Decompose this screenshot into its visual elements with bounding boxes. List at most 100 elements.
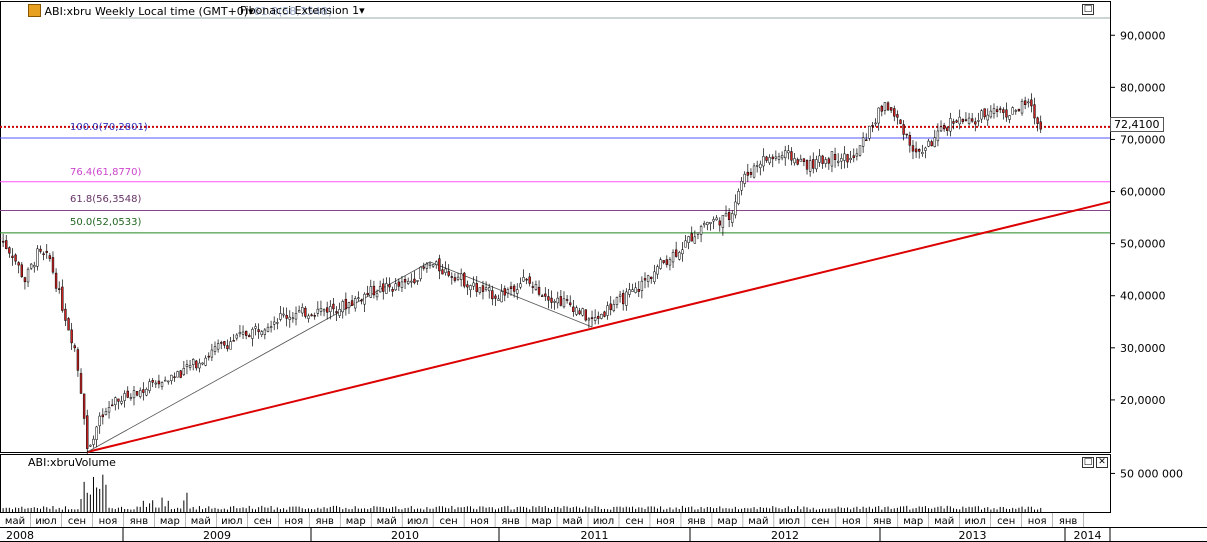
candle [674, 249, 678, 257]
candle [509, 286, 513, 289]
x-year-label: 2013 [959, 529, 987, 542]
candle [989, 110, 993, 118]
candle [304, 307, 307, 317]
candle [157, 380, 161, 385]
candle [681, 249, 684, 255]
candle [893, 108, 896, 117]
candle [958, 116, 961, 125]
candle [120, 400, 123, 404]
candle [734, 201, 737, 216]
candle [955, 120, 958, 123]
candle [606, 305, 609, 316]
candle [148, 381, 151, 391]
candle [463, 272, 466, 287]
candle [911, 145, 915, 152]
candle [918, 148, 921, 152]
candle [279, 313, 282, 320]
candle [11, 255, 14, 259]
candle [936, 130, 940, 142]
candle [114, 397, 117, 406]
candle [519, 283, 522, 288]
x-month-label: янв [873, 516, 892, 527]
candle [325, 307, 329, 313]
candle [986, 114, 989, 121]
candle [939, 126, 943, 132]
candle [1036, 117, 1039, 124]
candle [151, 380, 154, 383]
candle [488, 287, 491, 292]
candle [793, 158, 796, 164]
candle [366, 292, 369, 295]
candle [251, 328, 254, 339]
candle [154, 382, 157, 385]
fib-label-100: 100.0(70,2801) [70, 122, 148, 133]
candle [139, 390, 142, 397]
maximize-button[interactable]: □ [1082, 4, 1094, 15]
volume-close-button[interactable]: ✕ [1096, 457, 1108, 468]
candle [927, 140, 930, 147]
candle [886, 102, 890, 111]
candle [104, 411, 108, 416]
volume-label[interactable]: ABI:xbruVolume [28, 456, 116, 469]
x-month-label: ноя [470, 516, 489, 527]
candle [254, 326, 257, 329]
candle [26, 268, 30, 283]
candle [176, 371, 179, 378]
volume-maximize-button[interactable]: □ [1082, 457, 1094, 468]
candle [656, 266, 659, 275]
candle [768, 157, 771, 164]
fib-anchor-lines [87, 261, 593, 453]
candle [646, 275, 650, 282]
candle [29, 263, 33, 269]
candle [709, 221, 712, 225]
candle [344, 298, 348, 310]
candle [765, 156, 768, 161]
last-price-tag: 72,4100 [1110, 117, 1164, 132]
candle [338, 309, 341, 316]
candle [195, 360, 198, 369]
candle [173, 376, 176, 379]
candle [288, 316, 291, 320]
candle [453, 277, 457, 281]
fib-label-764: 76.4(61,8770) [70, 167, 142, 178]
candle [581, 308, 584, 316]
candle [868, 125, 871, 139]
candle [678, 252, 681, 260]
candle [805, 160, 809, 170]
candle [223, 341, 226, 346]
chart-logo-icon[interactable] [28, 4, 41, 17]
candle [584, 309, 587, 321]
candle [86, 415, 89, 449]
candle [475, 283, 478, 292]
candle [347, 302, 351, 309]
candle [494, 295, 497, 299]
candle [718, 220, 721, 226]
candle [553, 301, 556, 303]
symbol-label[interactable]: ABI:xbru Weekly Local time (GMT+0) [44, 5, 249, 18]
candle [1011, 107, 1014, 115]
y-tick-label: 80,0000 [1120, 81, 1166, 94]
candle [883, 102, 887, 111]
candle [593, 317, 597, 321]
candle [1017, 108, 1021, 112]
candle [933, 137, 936, 147]
candle [827, 158, 831, 164]
candle [192, 359, 195, 365]
candle [837, 160, 840, 163]
candle [949, 118, 952, 132]
candle [397, 281, 401, 287]
candle [622, 292, 625, 305]
candle [796, 159, 799, 165]
candle [294, 312, 298, 320]
candle [687, 236, 690, 243]
study-header[interactable]: Fibonacci Extension 1▾ [240, 4, 365, 17]
candle [840, 158, 843, 162]
candle [715, 217, 718, 221]
candle [167, 380, 170, 383]
candle [556, 297, 559, 304]
candle [902, 124, 905, 135]
study-label[interactable]: Fibonacci Extension 1 [240, 4, 360, 17]
candle [400, 281, 404, 288]
candle [843, 153, 846, 161]
candle [1039, 121, 1042, 130]
